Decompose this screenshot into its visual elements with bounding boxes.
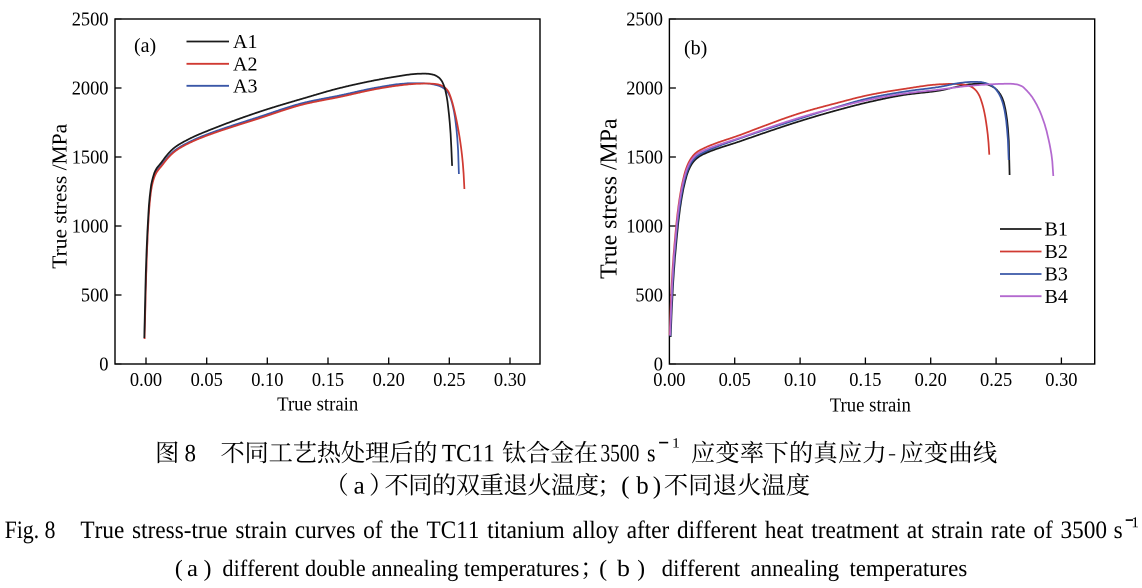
svg-text:True strain: True strain xyxy=(277,394,358,416)
svg-text:True stress /MPa: True stress /MPa xyxy=(48,123,72,268)
svg-text:0.10: 0.10 xyxy=(784,369,816,391)
svg-text:B3: B3 xyxy=(1045,264,1068,286)
svg-text:0: 0 xyxy=(99,354,108,376)
svg-text:(b): (b) xyxy=(684,38,707,60)
svg-text:1500: 1500 xyxy=(626,147,663,169)
svg-text:2500: 2500 xyxy=(72,9,109,31)
svg-text:B1: B1 xyxy=(1045,219,1068,241)
svg-text:500: 500 xyxy=(635,285,663,307)
svg-text:2000: 2000 xyxy=(72,78,109,100)
svg-text:B4: B4 xyxy=(1045,286,1068,308)
svg-text:A3: A3 xyxy=(233,75,257,97)
svg-text:500: 500 xyxy=(81,285,109,307)
svg-text:0.15: 0.15 xyxy=(312,369,344,391)
svg-text:0.20: 0.20 xyxy=(373,369,405,391)
svg-text:2500: 2500 xyxy=(626,9,663,31)
svg-text:0.00: 0.00 xyxy=(130,369,162,391)
svg-text:(a): (a) xyxy=(134,35,156,57)
svg-text:True strain: True strain xyxy=(830,395,911,417)
svg-text:B2: B2 xyxy=(1045,241,1068,263)
svg-text:1500: 1500 xyxy=(72,147,109,169)
svg-text:0.25: 0.25 xyxy=(433,369,465,391)
svg-text:0.30: 0.30 xyxy=(494,369,526,391)
svg-text:0.20: 0.20 xyxy=(915,369,947,391)
svg-text:1000: 1000 xyxy=(626,216,663,238)
svg-text:A1: A1 xyxy=(233,31,257,53)
svg-text:2000: 2000 xyxy=(626,78,663,100)
svg-text:0.15: 0.15 xyxy=(849,369,881,391)
svg-text:0.05: 0.05 xyxy=(191,369,223,391)
svg-text:0.30: 0.30 xyxy=(1045,369,1077,391)
svg-text:0: 0 xyxy=(654,354,663,376)
svg-text:0.25: 0.25 xyxy=(980,369,1012,391)
svg-text:A2: A2 xyxy=(233,53,257,75)
svg-text:True stress /MPa: True stress /MPa xyxy=(597,118,623,279)
svg-text:1000: 1000 xyxy=(72,216,109,238)
svg-text:0.10: 0.10 xyxy=(251,369,283,391)
svg-text:0.00: 0.00 xyxy=(653,369,685,391)
svg-text:0.05: 0.05 xyxy=(719,369,751,391)
